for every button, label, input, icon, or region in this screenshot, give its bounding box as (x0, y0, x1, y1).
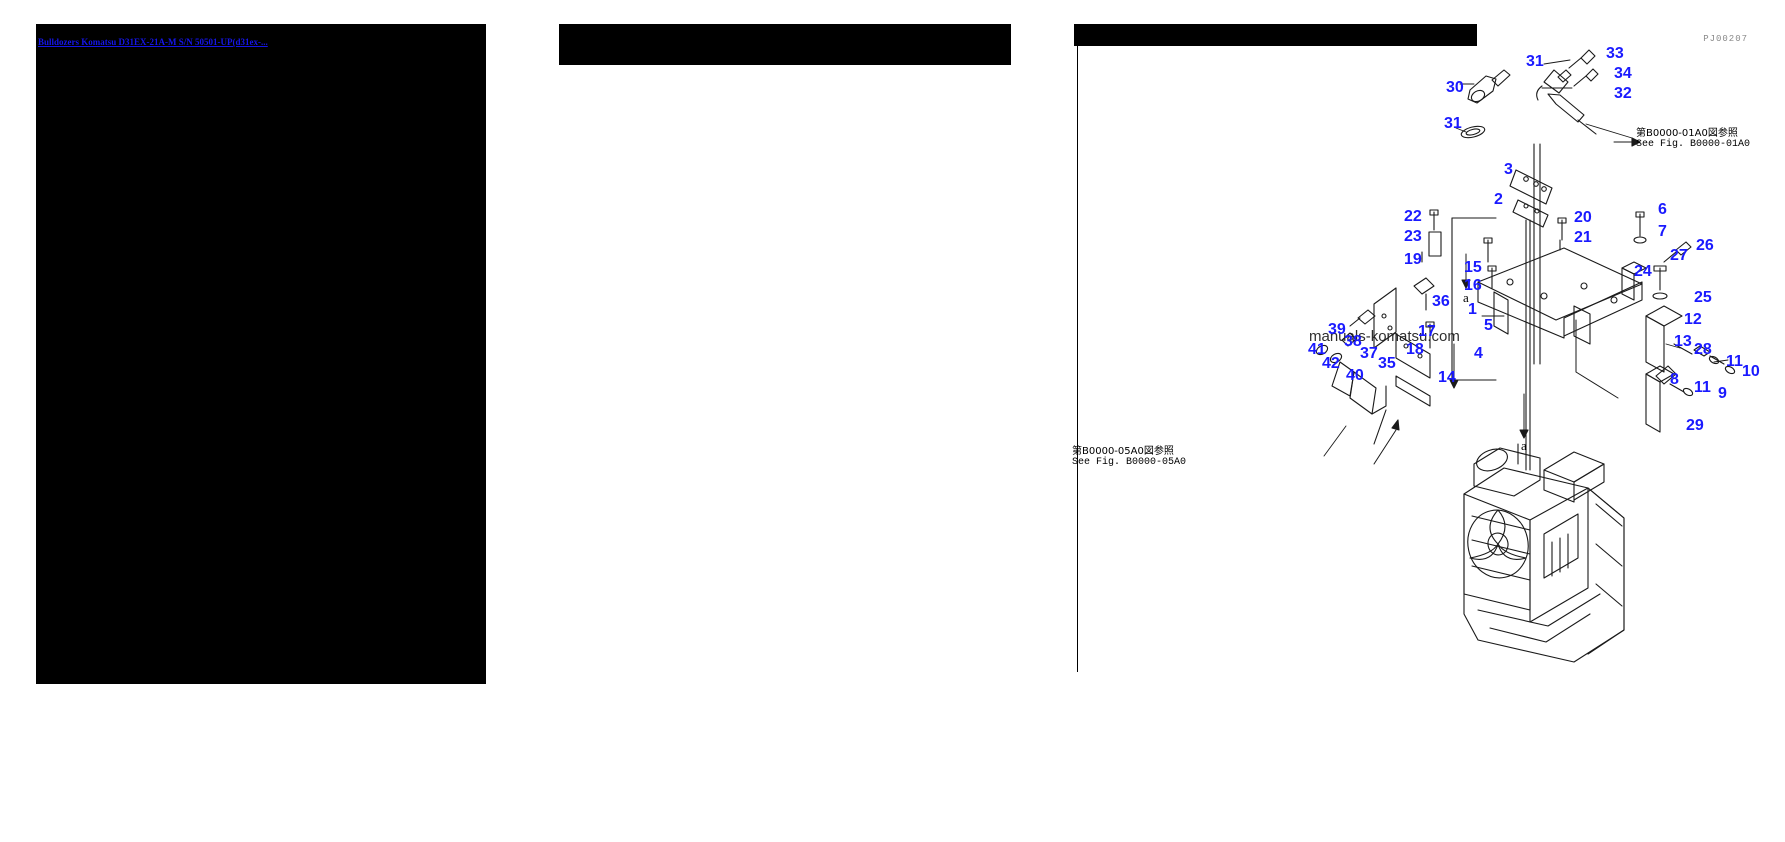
figure-number-label: PJ00207 (1703, 34, 1748, 44)
part-callout-37: 37 (1360, 345, 1378, 362)
part-callout-32: 32 (1614, 85, 1632, 102)
diagram-header-bar (1074, 24, 1477, 46)
part-callout-4: 4 (1474, 345, 1483, 362)
part-callout-28: 28 (1694, 341, 1712, 358)
diagram-left-rule (1077, 46, 1078, 672)
part-callout-21: 21 (1574, 229, 1592, 246)
reference-note-en-1: See Fig. B0000-01A0 (1636, 139, 1751, 150)
part-callout-2: 2 (1494, 191, 1503, 208)
reference-note-jp-2: 第B0000-05A0図参照 (1072, 446, 1174, 457)
part-callout-41: 41 (1308, 341, 1326, 358)
part-callout-42: 42 (1322, 355, 1340, 372)
part-callout-1: 1 (1468, 301, 1477, 318)
part-callout-18: 18 (1406, 341, 1424, 358)
middle-document-page (559, 24, 1011, 684)
site-watermark: manuals-komatsu.com (1309, 328, 1460, 345)
part-callout-30: 30 (1446, 79, 1464, 96)
part-callout-20: 20 (1574, 209, 1592, 226)
section-marker-a-upper: a (1463, 290, 1469, 305)
part-callout-5: 5 (1484, 317, 1493, 334)
reference-note-en-2: See Fig. B0000-05A0 (1072, 457, 1187, 468)
part-callout-24: 24 (1634, 263, 1652, 280)
reference-note-jp-1: 第B0000-01A0図参照 (1636, 128, 1738, 139)
part-callout-6: 6 (1658, 201, 1667, 218)
part-callout-35: 35 (1378, 355, 1396, 372)
part-callout-29: 29 (1686, 417, 1704, 434)
part-callout-14: 14 (1438, 369, 1456, 386)
section-marker-a-lower: a (1521, 438, 1527, 453)
document-title-link[interactable]: Bulldozers Komatsu D31EX-21A-M S/N 50501… (38, 37, 268, 47)
part-callout-31: 31 (1444, 115, 1462, 132)
middle-header-bar (559, 24, 1011, 65)
part-callout-33: 33 (1606, 45, 1624, 62)
part-callout-15: 15 (1464, 259, 1482, 276)
part-callout-7: 7 (1658, 223, 1667, 240)
part-callout-16: 16 (1464, 277, 1482, 294)
left-page-blank-area (36, 24, 486, 684)
part-callout-27: 27 (1670, 247, 1688, 264)
part-callout-11: 11 (1726, 353, 1743, 370)
reference-note-b0000-01a0: 第B0000-01A0図参照 See Fig. B0000-01A0 (1636, 128, 1750, 150)
part-callout-22: 22 (1404, 208, 1422, 225)
parts-diagram-page: PJ00207 (1072, 24, 1760, 672)
part-callout-26: 26 (1696, 237, 1714, 254)
part-callout-17: 17 (1418, 323, 1436, 340)
part-callout-12: 12 (1684, 311, 1702, 328)
part-callout-23: 23 (1404, 228, 1422, 245)
reference-note-b0000-05a0: 第B0000-05A0図参照 See Fig. B0000-05A0 (1072, 446, 1186, 468)
part-callout-19: 19 (1404, 251, 1422, 268)
part-callout-9: 9 (1718, 385, 1727, 402)
part-callout-3: 3 (1504, 161, 1513, 178)
part-callout-40: 40 (1346, 367, 1364, 384)
part-callout-8: 8 (1670, 371, 1679, 388)
part-callout-10: 10 (1742, 363, 1760, 380)
left-document-page: Bulldozers Komatsu D31EX-21A-M S/N 50501… (36, 24, 486, 684)
part-callout-13: 13 (1674, 333, 1692, 350)
part-callout-31: 31 (1526, 53, 1544, 70)
exploded-view-drawing (1315, 49, 1736, 663)
part-callout-39: 39 (1328, 321, 1346, 338)
part-callout-36: 36 (1432, 293, 1450, 310)
part-callout-34: 34 (1614, 65, 1632, 82)
part-callout-11: 11 (1694, 379, 1711, 396)
part-callout-25: 25 (1694, 289, 1712, 306)
part-callout-38: 38 (1344, 333, 1362, 350)
